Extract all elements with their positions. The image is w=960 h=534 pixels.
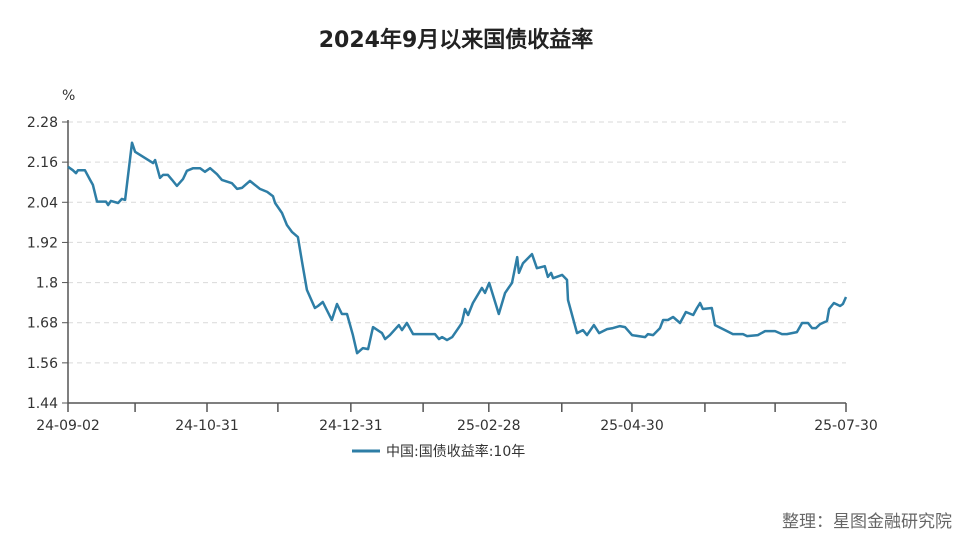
x-tick-label: 24-10-31 bbox=[175, 418, 239, 434]
y-tick-label: 1.8 bbox=[36, 276, 58, 292]
y-tick-label: 2.16 bbox=[27, 155, 58, 171]
chart-title: 2024年9月以来国债收益率 bbox=[318, 28, 594, 53]
y-tick-label: 2.04 bbox=[27, 195, 58, 211]
source-note: 整理：星图金融研究院 bbox=[782, 512, 952, 532]
y-tick-label: 1.68 bbox=[27, 316, 58, 332]
y-tick-label: 1.92 bbox=[27, 235, 58, 251]
y-tick-label: 1.56 bbox=[27, 356, 58, 372]
series-line bbox=[67, 141, 848, 355]
y-axis-unit-label: % bbox=[62, 88, 76, 104]
x-tick-label: 25-04-30 bbox=[600, 418, 664, 434]
x-tick-label: 25-07-30 bbox=[814, 418, 878, 434]
y-tick-label: 2.28 bbox=[27, 115, 58, 131]
legend-label: 中国:国债收益率:10年 bbox=[386, 443, 525, 460]
y-tick-label: 1.44 bbox=[27, 396, 58, 412]
x-tick-label: 24-09-02 bbox=[36, 418, 100, 434]
x-tick-label: 24-12-31 bbox=[319, 418, 383, 434]
x-tick-label: 25-02-28 bbox=[457, 418, 521, 434]
